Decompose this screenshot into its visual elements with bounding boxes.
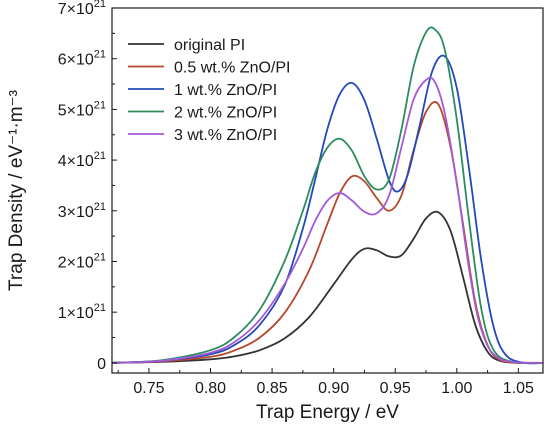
y-axis-title: Trap Density / eV⁻¹·m⁻³ [6, 90, 27, 291]
y-axis-title-group: Trap Density / eV⁻¹·m⁻³ [6, 90, 27, 291]
plot-area: 0.75 0.80 0.85 0.90 0.95 1.00 1.0501×10212×102… [58, 0, 544, 397]
y-tick-label-exponent: 21 [94, 150, 106, 162]
legend-label-4: 2 wt.% ZnO/PI [174, 105, 277, 122]
legend-label-2: 0.5 wt.% ZnO/PI [174, 60, 290, 77]
legend-label-5: 3 wt.% ZnO/PI [174, 127, 277, 144]
y-tick-label-exponent: 21 [94, 99, 106, 111]
legend: original PI 0.5 wt.% ZnO/PI 1 wt.% ZnO/PI 2… [128, 37, 290, 144]
y-tick-label-exponent: 21 [94, 201, 106, 213]
y-tick-label-exponent: 21 [94, 302, 106, 314]
y-tick-label: 2×1021 [58, 251, 106, 271]
legend-label-3: 1 wt.% ZnO/PI [174, 82, 277, 99]
series-line-1 [112, 210, 543, 364]
y-tick-label: 7×1021 [58, 0, 106, 18]
y-tick-label-mantissa: 6×10 [58, 52, 94, 69]
x-axis-title: Trap Energy / eV [256, 402, 399, 423]
y-tick-label-mantissa: 7×10 [58, 1, 94, 18]
y-tick-label-mantissa: 1×10 [58, 305, 94, 322]
y-tick-label: 1×1021 [58, 302, 106, 322]
legend-label-1: original PI [174, 37, 245, 54]
y-tick-label-mantissa: 2×10 [58, 254, 94, 271]
x-tick-label: 1.05 [503, 380, 534, 397]
y-tick-label-exponent: 21 [94, 251, 106, 263]
y-tick-label-exponent: 21 [94, 0, 106, 10]
y-tick-label-mantissa: 3×10 [58, 204, 94, 221]
y-tick-label-mantissa: 4×10 [58, 153, 94, 170]
x-tick-label: 0.75 [133, 380, 164, 397]
y-tick-label-mantissa: 5×10 [58, 102, 94, 119]
y-tick-label: 6×1021 [58, 49, 106, 69]
x-tick-label: 0.80 [195, 380, 226, 397]
y-tick-label: 3×1021 [58, 201, 106, 221]
x-tick-label: 0.85 [257, 380, 288, 397]
series-line-3 [112, 54, 543, 365]
y-tick-label: 0 [97, 356, 106, 373]
y-tick-label: 4×1021 [58, 150, 106, 170]
x-tick-label: 0.90 [318, 380, 349, 397]
series-line-4 [112, 26, 543, 364]
x-tick-label: 1.00 [441, 380, 472, 397]
x-tick-label: 0.95 [380, 380, 411, 397]
series-lines [112, 26, 543, 365]
plot-frame [111, 7, 544, 374]
series-line-5 [112, 76, 543, 364]
y-tick-label: 5×1021 [58, 99, 106, 119]
y-tick-label-exponent: 21 [94, 49, 106, 61]
